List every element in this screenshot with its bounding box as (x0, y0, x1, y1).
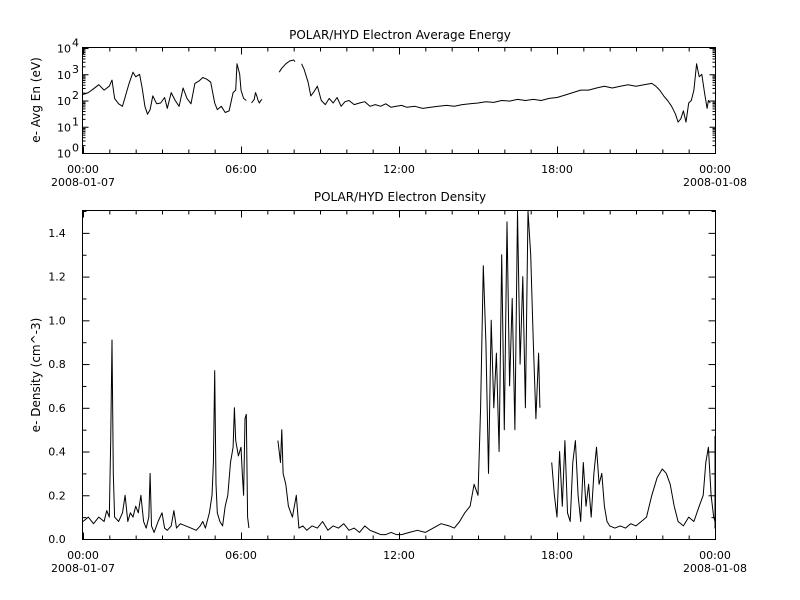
chart-1-series-segment (251, 92, 263, 104)
chart-1-series-segment (82, 63, 247, 115)
chart-2-xtick-date: 2008-01-08 (683, 562, 747, 575)
chart-1-ytick-exponent: 3 (72, 63, 79, 76)
chart-2-series (82, 210, 716, 536)
chart-1-title: POLAR/HYD Electron Average Energy (289, 28, 511, 42)
chart-1-xtick-date: 2008-01-08 (683, 176, 747, 189)
chart-1-ytick-label: 10 (57, 69, 71, 82)
chart-2-series-segment (277, 210, 541, 536)
chart-2-title: POLAR/HYD Electron Density (314, 190, 486, 204)
chart-2-xtick-label: 12:00 (383, 549, 415, 562)
chart-2-ytick-label: 1.0 (48, 314, 66, 327)
chart-2-series-segment (82, 339, 250, 533)
chart-2-ylabel: e- Density (cm^-3) (29, 318, 43, 433)
chart-1-ytick-exponent: 1 (72, 115, 79, 128)
chart-1-ytick-exponent: 0 (72, 142, 79, 155)
chart-1-ytick-label: 10 (57, 148, 71, 161)
chart-1-ytick-label: 10 (57, 95, 71, 108)
chart-2-ytick-label: 1.2 (48, 271, 66, 284)
chart-2-ytick-label: 0.4 (48, 446, 66, 459)
chart-1-ytick-label: 10 (57, 121, 71, 134)
chart-2-ytick-label: 0.6 (48, 402, 66, 415)
chart-2-ytick-label: 0.0 (48, 533, 66, 546)
chart-2-ytick-label: 0.2 (48, 489, 66, 502)
chart-1-xtick-date: 2008-01-07 (51, 176, 115, 189)
chart-1-series-segment (278, 59, 296, 73)
chart-2-frame (82, 210, 716, 540)
chart-1-xtick-label: 00:00 (699, 163, 731, 176)
chart-1-ytick-exponent: 2 (72, 89, 79, 102)
chart-2-xtick-label: 00:00 (699, 549, 731, 562)
chart-1-series-segment (301, 63, 711, 123)
chart-1-series (82, 59, 711, 123)
chart-2-series-segment (551, 435, 716, 529)
chart-1-xtick-label: 18:00 (541, 163, 573, 176)
chart-2-ytick-label: 0.8 (48, 358, 66, 371)
chart-1-xtick-label: 00:00 (67, 163, 99, 176)
chart-2-xtick-date: 2008-01-07 (51, 562, 115, 575)
chart-1-ytick-exponent: 4 (72, 37, 79, 50)
chart-2-xtick-label: 00:00 (67, 549, 99, 562)
chart-1-ytick-label: 10 (57, 43, 71, 56)
chart-1-xtick-label: 06:00 (225, 163, 257, 176)
chart-1-frame (82, 47, 716, 154)
chart-2-xtick-label: 06:00 (225, 549, 257, 562)
chart-2-ytick-label: 1.4 (48, 227, 66, 240)
chart-2-xtick-label: 18:00 (541, 549, 573, 562)
chart-1-ylabel: e- Avg En (eV) (29, 57, 43, 143)
chart-1-xtick-label: 12:00 (383, 163, 415, 176)
